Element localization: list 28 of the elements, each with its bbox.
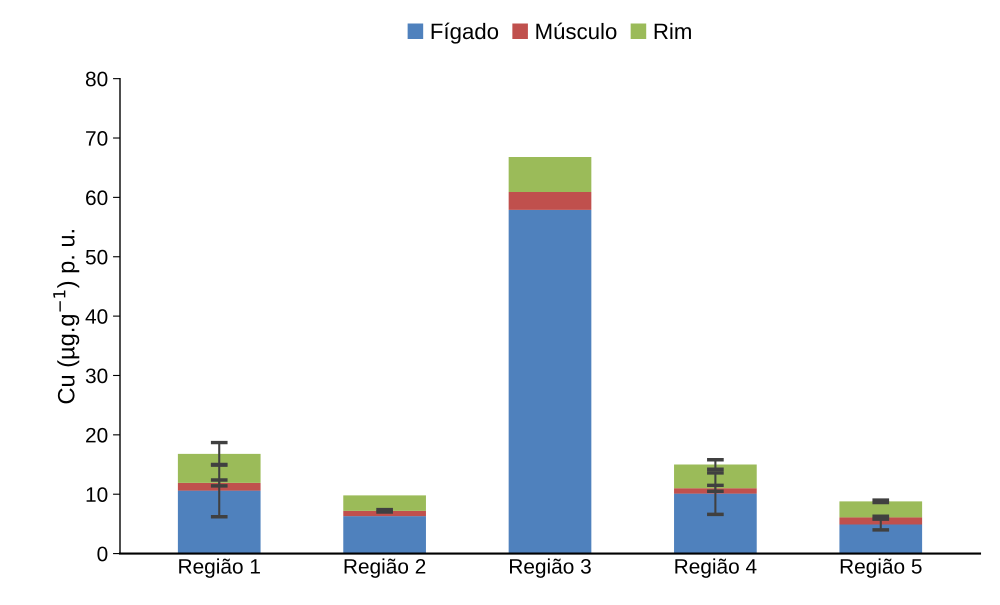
y-axis-title: Cu (µg.g$^{−1}$) p. u. (53, 230, 80, 404)
bar (343, 495, 426, 511)
bar (508, 210, 592, 554)
legend-label: Fígado (432, 22, 498, 44)
y-tick-label: 40 (86, 309, 108, 324)
legend-label: Rim (654, 22, 691, 40)
y-tick-label: 0 (97, 546, 108, 562)
bar (839, 524, 922, 554)
bar (508, 192, 592, 210)
y-tick-label: 20 (86, 428, 108, 443)
bar (839, 501, 922, 518)
y-tick-label: 70 (86, 131, 108, 146)
bar (508, 157, 592, 192)
bar (674, 494, 757, 554)
y-tick-label: 80 (86, 72, 108, 86)
x-tick-label: Região 2 (344, 558, 426, 578)
bar (343, 516, 426, 554)
y-tick-label: 60 (86, 190, 108, 206)
y-tick-label: 50 (86, 250, 108, 264)
bar (178, 490, 261, 554)
legend-label: Músculo (536, 22, 616, 40)
x-tick-label: Região 4 (675, 558, 756, 578)
y-tick-label: 30 (86, 368, 108, 384)
x-tick-label: Região 1 (179, 558, 260, 578)
x-tick-label: Região 3 (510, 558, 591, 578)
x-tick-label: Região 5 (840, 558, 922, 578)
y-tick-label: 10 (86, 487, 108, 502)
bar (178, 454, 261, 483)
